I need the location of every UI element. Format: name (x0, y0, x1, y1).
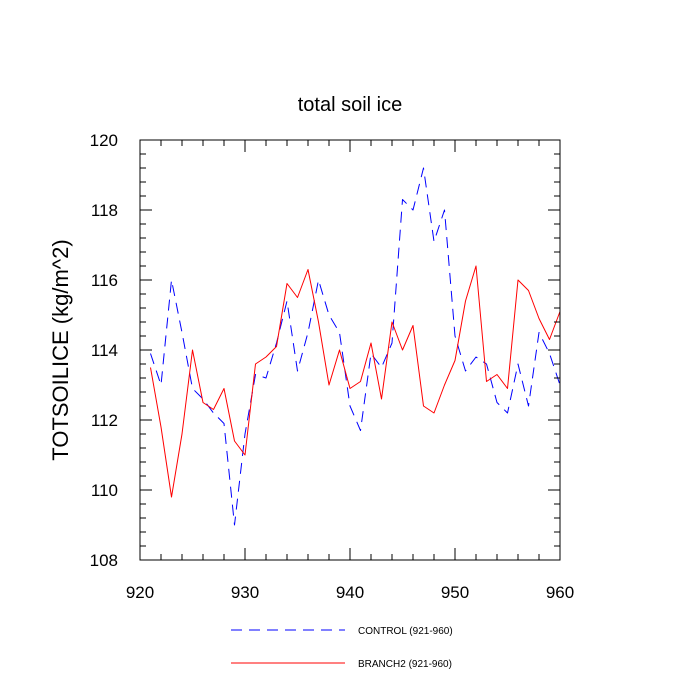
y-tick-label: 112 (91, 411, 118, 430)
x-tick-label: 960 (546, 583, 574, 602)
x-tick-label: 930 (231, 583, 259, 602)
legend-label: BRANCH2 (921-960) (358, 659, 452, 670)
series-line-control (150, 167, 561, 526)
y-tick-label: 114 (91, 341, 118, 360)
chart-title: total soil ice (298, 94, 403, 116)
y-tick-label: 120 (90, 131, 118, 150)
legend: CONTROL (921-960) BRANCH2 (921-960) (231, 626, 453, 670)
plot-area (150, 167, 561, 526)
y-tick-label: 118 (91, 201, 118, 220)
x-tick-label: 940 (336, 583, 364, 602)
x-tick-label: 950 (441, 583, 469, 602)
y-axis-label: TOTSOILICE (kg/m^2) (48, 239, 73, 460)
y-tick-label: 108 (90, 551, 118, 570)
legend-label: CONTROL (921-960) (358, 626, 453, 637)
x-tick-label: 920 (126, 583, 154, 602)
y-tick-label: 116 (91, 271, 118, 290)
plot-frame (139, 139, 561, 561)
axis-ticks: 920 930 940 950 960 108 110 112 114 116 118 120 (90, 131, 575, 602)
y-tick-label: 110 (91, 481, 118, 500)
series-line-branch2 (150, 265, 561, 498)
